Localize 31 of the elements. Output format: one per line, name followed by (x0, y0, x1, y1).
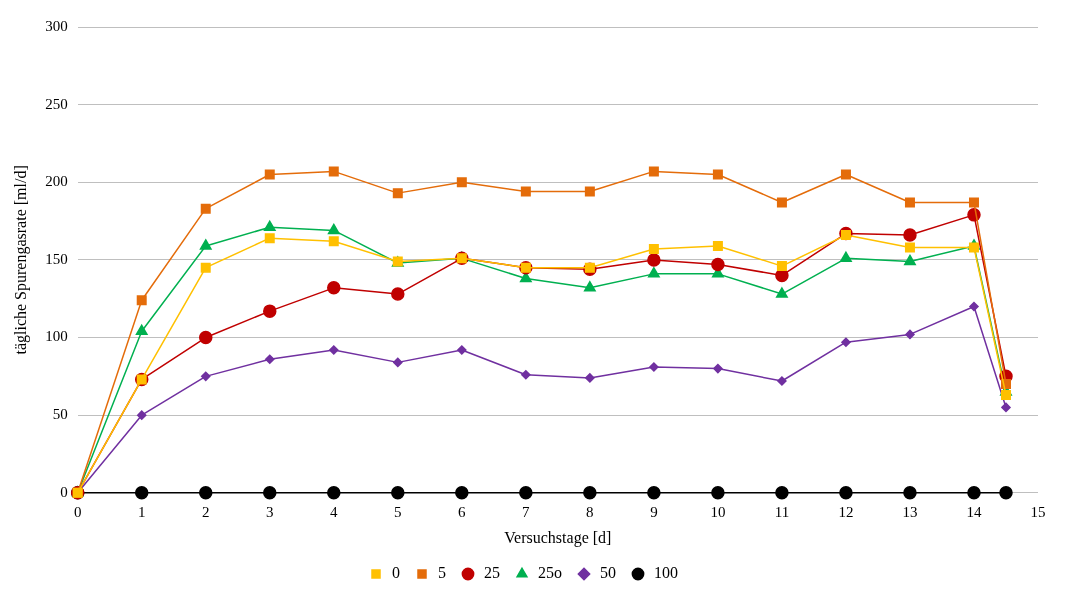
x-tick-label: 2 (201, 503, 210, 520)
x-tick-label: 15 (1030, 503, 1046, 520)
x-tick-label: 10 (710, 503, 726, 520)
x-tick-label: 12 (838, 503, 854, 520)
y-tick-label: 100 (45, 328, 68, 345)
y-tick-label: 250 (45, 95, 68, 112)
y-tick-label: 150 (45, 250, 68, 267)
y-tick-label: 50 (52, 406, 68, 423)
x-axis-title: Versuchstage [d] (504, 528, 612, 547)
x-tick-label: 13 (902, 503, 918, 520)
legend-label: 5 (438, 564, 446, 582)
x-tick-label: 11 (774, 503, 790, 520)
legend-label: 50 (600, 564, 616, 582)
y-tick-label: 0 (60, 483, 68, 500)
x-tick-label: 8 (586, 503, 594, 520)
legend-label: 25o (538, 564, 562, 582)
x-tick-label: 1 (137, 503, 146, 520)
x-tick-label: 4 (330, 503, 339, 520)
x-tick-label: 0 (73, 503, 82, 520)
y-tick-label: 300 (45, 17, 68, 34)
x-tick-label: 3 (266, 503, 274, 520)
legend-label: 0 (392, 564, 400, 582)
x-tick-label: 6 (458, 503, 467, 520)
y-axis-title: tägliche Spurengasrate [ml/d] (11, 165, 30, 355)
x-tick-label: 14 (966, 503, 982, 520)
x-tick-label: 5 (394, 503, 402, 520)
x-tick-label: 9 (650, 503, 658, 520)
legend-label: 100 (654, 564, 678, 582)
legend-label: 25 (484, 564, 500, 582)
y-tick-label: 200 (45, 173, 68, 190)
x-tick-label: 7 (522, 503, 531, 520)
